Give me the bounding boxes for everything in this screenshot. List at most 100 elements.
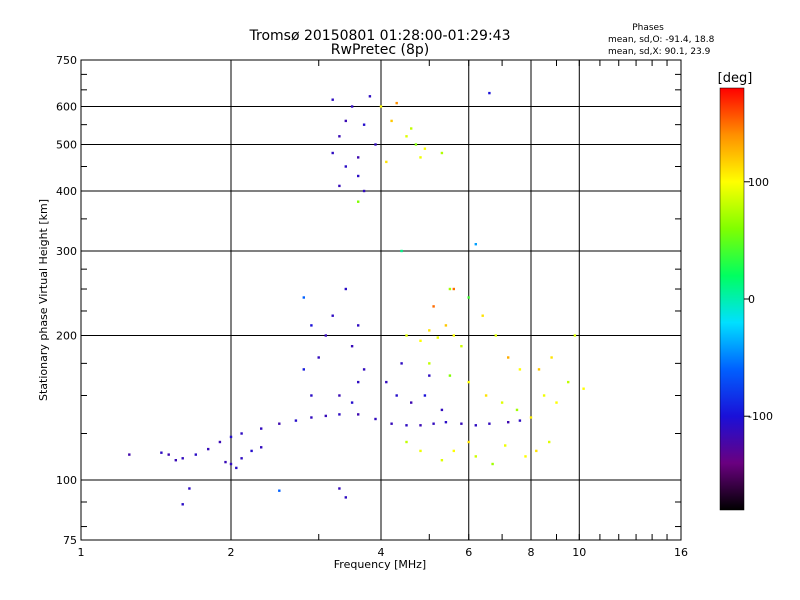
data-point: [405, 135, 408, 138]
data-point: [344, 496, 347, 499]
data-point: [432, 305, 435, 308]
data-point: [188, 487, 191, 490]
y-tick-label: 75: [63, 534, 77, 547]
data-point: [331, 98, 334, 101]
data-point: [181, 457, 184, 460]
data-point: [448, 287, 452, 291]
data-point: [400, 249, 403, 253]
data-point: [250, 449, 253, 453]
data-point: [405, 424, 408, 427]
data-point: [194, 453, 197, 456]
data-point: [317, 356, 320, 359]
y-tick-label: 100: [56, 474, 77, 487]
data-point: [474, 424, 477, 427]
data-point: [310, 324, 313, 327]
data-point: [444, 324, 448, 327]
data-point: [467, 440, 470, 444]
data-point: [524, 455, 527, 458]
data-point: [555, 401, 558, 404]
data-point: [507, 356, 510, 359]
data-point: [310, 416, 313, 419]
data-point: [218, 440, 222, 444]
data-point: [432, 422, 435, 425]
data-point: [494, 334, 497, 337]
data-point: [357, 174, 360, 178]
data-point: [379, 105, 383, 108]
data-point: [548, 440, 551, 444]
data-point: [357, 324, 360, 327]
data-point: [405, 334, 408, 337]
data-point: [550, 356, 553, 359]
data-point: [452, 334, 455, 337]
data-point: [440, 459, 444, 462]
x-tick-label: 8: [528, 546, 535, 559]
colorbar-gradient: [719, 87, 745, 511]
data-point: [467, 380, 470, 384]
data-point: [385, 160, 388, 164]
data-point: [414, 143, 418, 146]
data-point: [428, 362, 431, 365]
x-tick-label: 10: [572, 546, 586, 559]
stats-line-o: mean, sd,O: -91.4, 18.8: [608, 35, 715, 45]
data-point: [567, 380, 570, 384]
data-point: [474, 243, 477, 246]
x-tick-label: 6: [465, 546, 472, 559]
data-point: [419, 339, 422, 342]
data-point: [357, 200, 360, 203]
data-point: [302, 368, 305, 371]
data-point: [278, 489, 281, 492]
data-point: [294, 419, 298, 422]
data-point: [350, 105, 354, 108]
data-point: [410, 127, 413, 130]
data-point: [229, 435, 233, 439]
data-point: [405, 440, 408, 444]
data-point: [181, 503, 184, 506]
data-point: [224, 460, 227, 464]
data-point: [500, 401, 504, 404]
data-point: [128, 453, 131, 456]
data-point: [395, 394, 398, 397]
data-point: [460, 422, 463, 425]
data-point: [515, 408, 519, 412]
data-point: [207, 447, 210, 451]
data-point: [240, 457, 243, 460]
y-tick-label: 500: [56, 139, 77, 152]
data-point: [428, 374, 431, 377]
data-point: [481, 314, 484, 317]
data-point: [491, 462, 494, 466]
data-point: [350, 401, 354, 404]
data-point: [444, 421, 448, 424]
data-point: [410, 401, 413, 404]
data-point: [338, 135, 341, 138]
data-point: [440, 408, 444, 412]
x-tick-label: 16: [674, 546, 688, 559]
stats-heading: Phases: [632, 23, 664, 33]
data-point: [419, 156, 422, 159]
data-point: [518, 419, 522, 422]
data-point: [423, 394, 427, 397]
y-tick-label: 400: [56, 185, 77, 198]
data-points: [128, 91, 585, 506]
data-point: [419, 424, 422, 427]
y-tick-label: 600: [56, 101, 77, 114]
data-point: [460, 345, 463, 348]
data-point: [160, 451, 163, 454]
data-point: [350, 345, 354, 348]
y-axis-ticks: 75 100 200 300 400 500 600 750: [56, 54, 681, 547]
data-point: [428, 329, 431, 332]
data-point: [542, 394, 546, 397]
x-tick-label: 2: [228, 546, 235, 559]
data-point: [310, 394, 313, 397]
data-point: [390, 422, 393, 425]
data-point: [229, 462, 233, 466]
data-point: [452, 449, 455, 453]
data-point: [440, 151, 444, 155]
data-point: [582, 387, 585, 390]
data-point: [362, 189, 366, 193]
chart-title: Tromsø 20150801 01:28:00-01:29:43: [249, 28, 511, 44]
data-point: [167, 453, 170, 456]
data-point: [362, 368, 366, 371]
data-point: [419, 449, 422, 453]
colorbar-tick-label: -100: [748, 410, 773, 423]
